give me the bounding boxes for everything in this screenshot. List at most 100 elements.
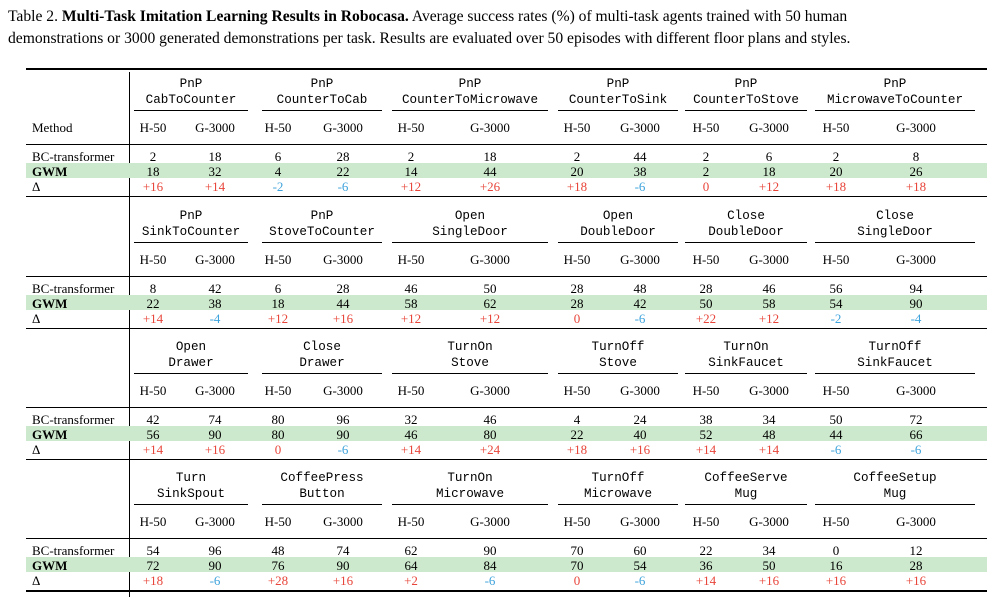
- col-header-g3000: G-3000: [620, 514, 660, 529]
- gwm-value: 50: [762, 558, 776, 573]
- gwm-value: 90: [208, 558, 222, 573]
- task-underline: [558, 242, 678, 243]
- task-name-line1: Close: [727, 209, 765, 223]
- task-name-line1: PnP: [179, 209, 203, 223]
- task-name-line2: Microwave: [583, 487, 653, 501]
- method-header: Method: [32, 120, 73, 135]
- bc-value: 80: [271, 412, 285, 427]
- task-underline: [134, 373, 248, 374]
- bc-value: 44: [633, 149, 647, 164]
- bc-value: 28: [570, 281, 584, 296]
- col-header-g3000: G-3000: [470, 514, 510, 529]
- bc-value: 34: [762, 412, 776, 427]
- delta-value: +2: [404, 573, 418, 588]
- task-name-line1: TurnOn: [723, 340, 769, 354]
- delta-value: +16: [629, 442, 651, 457]
- col-header-h50: H-50: [822, 252, 850, 267]
- col-header-g3000: G-3000: [896, 252, 936, 267]
- bc-value: 24: [633, 412, 647, 427]
- task-name-line2: Drawer: [299, 356, 345, 370]
- gwm-value: 42: [633, 296, 647, 311]
- col-header-g3000: G-3000: [470, 252, 510, 267]
- task-name-line2: DoubleDoor: [708, 225, 784, 239]
- delta-value: +12: [400, 179, 422, 194]
- col-header-h50: H-50: [692, 514, 720, 529]
- gwm-value: 90: [208, 427, 222, 442]
- row-label-bc-transformer: BC-transformer: [32, 543, 115, 558]
- task-underline: [392, 373, 548, 374]
- gwm-value: 58: [404, 296, 418, 311]
- gwm-value: 14: [404, 164, 418, 179]
- bc-value: 46: [404, 281, 418, 296]
- bc-value: 6: [274, 281, 282, 296]
- gwm-value: 52: [699, 427, 713, 442]
- task-underline: [558, 110, 678, 111]
- caption-line2: demonstrations or 3000 generated demonst…: [8, 30, 851, 47]
- col-header-g3000: G-3000: [749, 252, 789, 267]
- gwm-row-highlight: [26, 557, 987, 572]
- gwm-value: 44: [829, 427, 843, 442]
- col-header-h50: H-50: [563, 514, 591, 529]
- delta-value: +16: [825, 573, 847, 588]
- gwm-value: 48: [762, 427, 776, 442]
- col-header-h50: H-50: [397, 252, 425, 267]
- col-header-g3000: G-3000: [749, 120, 789, 135]
- method-column-separator: [129, 466, 130, 597]
- delta-value: +18: [566, 442, 588, 457]
- bc-value: 22: [699, 543, 713, 558]
- delta-value: -4: [209, 311, 221, 326]
- task-underline: [262, 504, 382, 505]
- gwm-value: 28: [909, 558, 923, 573]
- delta-value: -6: [634, 179, 646, 194]
- task-name-line2: SinkToCounter: [141, 225, 241, 239]
- col-header-h50: H-50: [397, 383, 425, 398]
- task-name-line1: PnP: [458, 77, 482, 91]
- col-header-g3000: G-3000: [195, 252, 235, 267]
- col-header-h50: H-50: [264, 514, 292, 529]
- delta-value: +14: [142, 442, 164, 457]
- task-underline: [815, 373, 975, 374]
- header-rule: [26, 538, 987, 539]
- col-header-h50: H-50: [563, 120, 591, 135]
- delta-value: +14: [204, 179, 226, 194]
- task-name-line2: Mug: [734, 487, 758, 501]
- delta-value: -6: [484, 573, 496, 588]
- gwm-value: 32: [208, 164, 222, 179]
- delta-value: -2: [830, 311, 842, 326]
- task-name-line1: PnP: [310, 77, 334, 91]
- bc-value: 18: [208, 149, 222, 164]
- col-header-g3000: G-3000: [896, 383, 936, 398]
- bc-value: 72: [909, 412, 923, 427]
- delta-value: +16: [758, 573, 780, 588]
- task-name-line1: TurnOff: [591, 340, 645, 354]
- task-name-line1: CoffeePress: [280, 471, 364, 485]
- delta-value: +12: [479, 311, 501, 326]
- delta-value: +16: [332, 311, 354, 326]
- row-label-delta: Δ: [32, 311, 41, 326]
- bc-value: 8: [912, 149, 920, 164]
- bc-value: 42: [208, 281, 222, 296]
- gwm-row-highlight: [26, 295, 987, 310]
- task-underline: [558, 504, 678, 505]
- task-underline: [558, 373, 678, 374]
- task-name-line2: Stove: [599, 356, 637, 370]
- task-name-line2: SingleDoor: [857, 225, 933, 239]
- gwm-value: 22: [336, 164, 350, 179]
- gwm-value: 38: [208, 296, 222, 311]
- row-label-gwm: GWM: [32, 164, 68, 179]
- task-underline: [392, 242, 548, 243]
- bc-value: 54: [146, 543, 160, 558]
- task-name-line2: CounterToSink: [568, 93, 668, 107]
- delta-value: +22: [695, 311, 717, 326]
- bc-value: 48: [633, 281, 647, 296]
- gwm-value: 36: [699, 558, 713, 573]
- row-label-gwm: GWM: [32, 296, 68, 311]
- caption-prefix: Table 2.: [8, 8, 59, 25]
- gwm-value: 20: [570, 164, 584, 179]
- col-header-g3000: G-3000: [195, 120, 235, 135]
- col-header-h50: H-50: [264, 120, 292, 135]
- gwm-value: 20: [829, 164, 843, 179]
- gwm-value: 90: [336, 427, 350, 442]
- col-header-g3000: G-3000: [620, 383, 660, 398]
- col-header-h50: H-50: [397, 514, 425, 529]
